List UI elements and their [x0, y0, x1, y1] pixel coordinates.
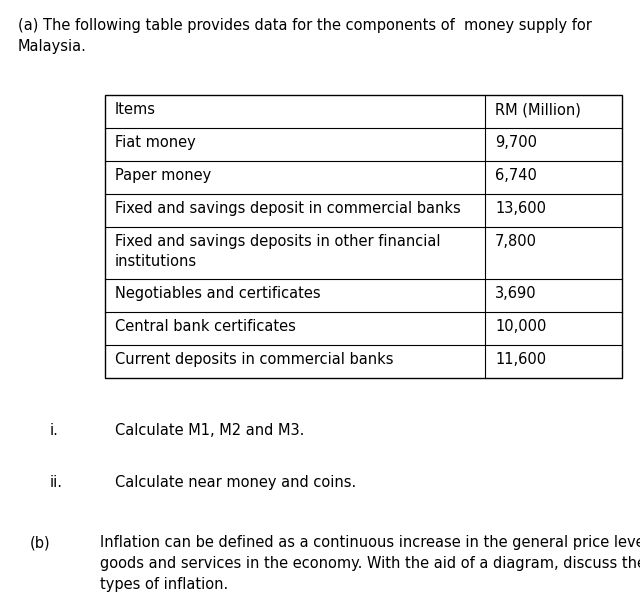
- Text: i.: i.: [50, 423, 59, 438]
- Text: Inflation can be defined as a continuous increase in the general price level of
: Inflation can be defined as a continuous…: [100, 535, 640, 592]
- Text: Fiat money: Fiat money: [115, 135, 196, 150]
- Text: Fixed and savings deposits in other financial
institutions: Fixed and savings deposits in other fina…: [115, 234, 440, 269]
- Text: 7,800: 7,800: [495, 234, 537, 249]
- Text: Central bank certificates: Central bank certificates: [115, 319, 296, 334]
- Text: 3,690: 3,690: [495, 286, 536, 301]
- Text: 11,600: 11,600: [495, 352, 546, 367]
- Bar: [105, 95, 622, 378]
- Text: Paper money: Paper money: [115, 168, 211, 183]
- Text: (b): (b): [30, 535, 51, 550]
- Text: 13,600: 13,600: [495, 201, 546, 216]
- Text: Calculate near money and coins.: Calculate near money and coins.: [115, 475, 356, 490]
- Text: RM (Million): RM (Million): [495, 102, 581, 117]
- Text: ii.: ii.: [50, 475, 63, 490]
- Text: (a) The following table provides data for the components of  money supply for
Ma: (a) The following table provides data fo…: [18, 18, 592, 54]
- Text: Fixed and savings deposit in commercial banks: Fixed and savings deposit in commercial …: [115, 201, 461, 216]
- Text: Current deposits in commercial banks: Current deposits in commercial banks: [115, 352, 394, 367]
- Text: Calculate M1, M2 and M3.: Calculate M1, M2 and M3.: [115, 423, 305, 438]
- Text: 9,700: 9,700: [495, 135, 537, 150]
- Text: 6,740: 6,740: [495, 168, 537, 183]
- Text: Items: Items: [115, 102, 156, 117]
- Text: 10,000: 10,000: [495, 319, 547, 334]
- Text: Negotiables and certificates: Negotiables and certificates: [115, 286, 321, 301]
